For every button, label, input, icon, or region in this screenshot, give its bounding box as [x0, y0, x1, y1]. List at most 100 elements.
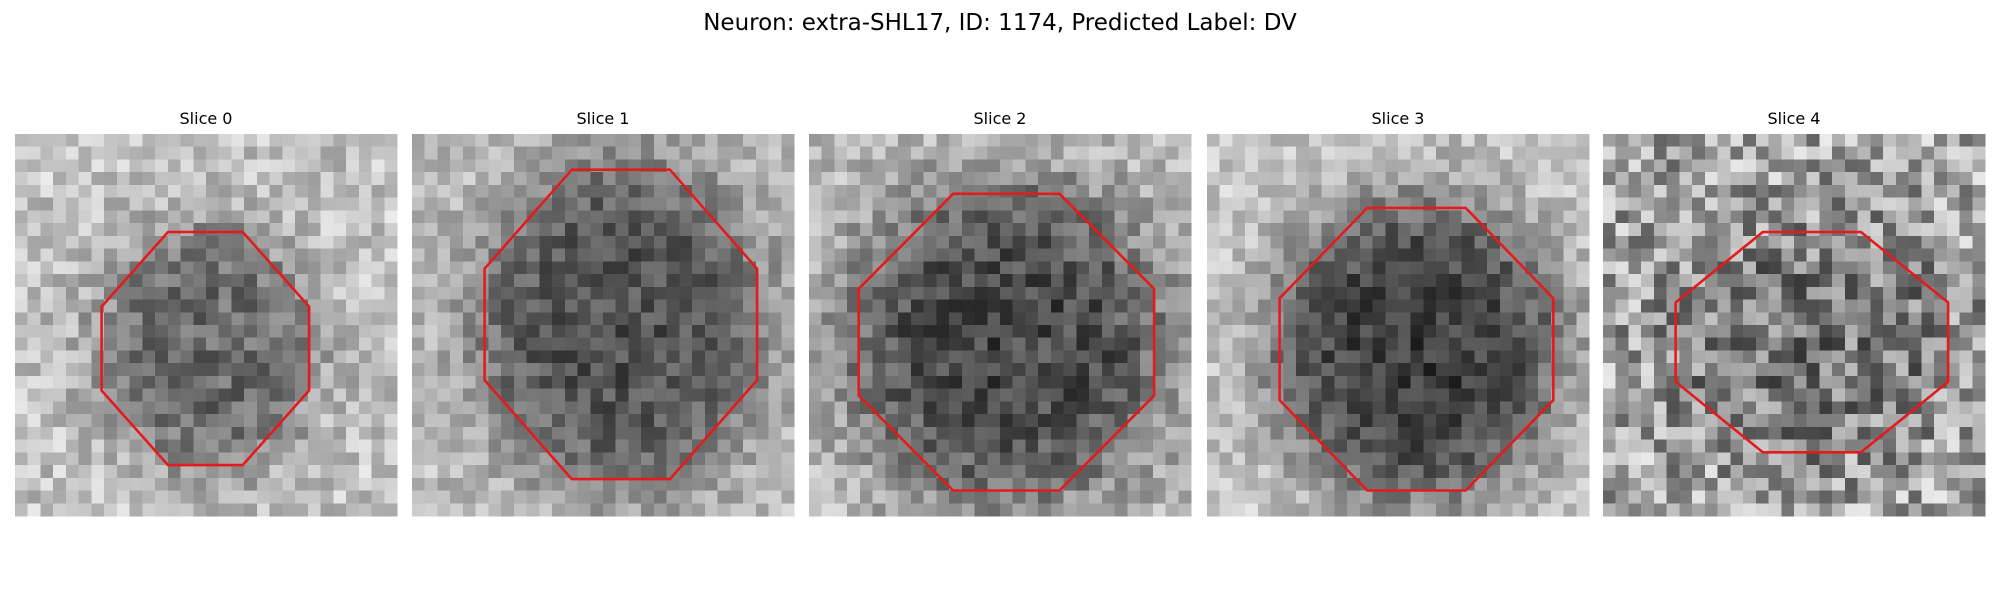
pixel: [1959, 337, 1973, 352]
pixel: [384, 159, 398, 173]
pixel: [1819, 388, 1833, 402]
pixel: [1038, 503, 1052, 517]
pixel: [564, 401, 579, 415]
pixel: [1165, 210, 1179, 224]
pixel: [949, 159, 963, 173]
pixel: [437, 172, 451, 186]
pixel: [1743, 274, 1757, 288]
pixel: [641, 439, 655, 453]
pixel: [462, 197, 477, 211]
pixel: [1012, 325, 1027, 339]
pixel: [104, 490, 118, 504]
pixel: [295, 134, 309, 148]
pixel: [116, 261, 131, 275]
pixel: [679, 159, 693, 173]
pixel: [1692, 223, 1706, 237]
pixel: [218, 439, 233, 453]
pixel: [1743, 503, 1757, 517]
pixel: [768, 172, 782, 186]
pixel: [974, 401, 988, 415]
pixel: [885, 503, 899, 517]
pixel: [167, 388, 182, 402]
pixel: [603, 325, 617, 339]
pixel: [1576, 477, 1590, 492]
pixel: [717, 337, 731, 352]
pixel: [1794, 261, 1808, 275]
pixel: [615, 503, 630, 517]
pixel: [1359, 146, 1374, 161]
pixel: [1257, 299, 1272, 313]
pixel: [1308, 223, 1323, 237]
pixel: [1628, 146, 1642, 161]
pixel: [1959, 325, 1973, 339]
pixel: [371, 452, 385, 466]
pixel: [1257, 261, 1272, 275]
pixel: [1101, 172, 1116, 186]
pixel: [513, 172, 528, 186]
pixel: [1152, 172, 1167, 186]
pixel: [666, 325, 680, 339]
pixel: [1207, 261, 1221, 275]
pixel: [91, 134, 105, 148]
pixel: [1012, 465, 1027, 479]
pixel: [1152, 197, 1167, 211]
pixel: [193, 503, 207, 517]
pixel: [539, 325, 553, 339]
pixel: [1347, 325, 1361, 339]
pixel: [961, 401, 976, 415]
pixel: [1140, 337, 1154, 352]
pixel: [1089, 337, 1103, 352]
pixel: [1283, 465, 1297, 479]
pixel: [1679, 503, 1693, 517]
pixel: [27, 503, 42, 517]
pixel: [755, 248, 770, 262]
pixel: [1806, 439, 1821, 453]
pixel: [1883, 312, 1897, 326]
pixel: [704, 363, 719, 377]
pixel: [1012, 388, 1027, 402]
pixel: [462, 184, 477, 199]
pixel: [666, 452, 680, 466]
pixel: [218, 261, 233, 275]
pixel: [488, 477, 502, 492]
pixel: [1512, 299, 1526, 313]
pixel: [1140, 146, 1154, 161]
pixel: [974, 235, 988, 250]
pixel: [1666, 388, 1680, 402]
pixel: [1232, 477, 1246, 492]
pixel: [679, 134, 693, 148]
pixel: [974, 477, 988, 492]
pixel: [974, 363, 988, 377]
pixel: [1794, 490, 1808, 504]
pixel: [450, 388, 464, 402]
pixel: [1743, 465, 1757, 479]
pixel: [987, 172, 1001, 186]
pixel: [1012, 235, 1027, 250]
pixel: [743, 248, 757, 262]
pixel: [1050, 325, 1065, 339]
pixel: [282, 146, 296, 161]
pixel: [180, 134, 194, 148]
pixel: [462, 210, 477, 224]
pixel: [1000, 184, 1014, 199]
pixel: [1423, 146, 1437, 161]
pixel: [1321, 286, 1335, 301]
pixel: [781, 261, 795, 275]
pixel: [116, 452, 131, 466]
pixel: [142, 299, 156, 313]
pixel: [590, 223, 604, 237]
pixel: [1165, 350, 1179, 364]
pixel: [501, 146, 515, 161]
pixel: [1219, 248, 1234, 262]
pixel: [1844, 184, 1859, 199]
pixel: [1347, 490, 1361, 504]
pixel: [923, 337, 937, 352]
pixel: [1794, 146, 1808, 161]
pixel: [1857, 312, 1871, 326]
pixel: [577, 261, 591, 275]
pixel: [872, 210, 886, 224]
pixel: [1857, 146, 1871, 161]
pixel: [1140, 286, 1154, 301]
pixel: [1972, 452, 1986, 466]
pixel: [949, 325, 963, 339]
